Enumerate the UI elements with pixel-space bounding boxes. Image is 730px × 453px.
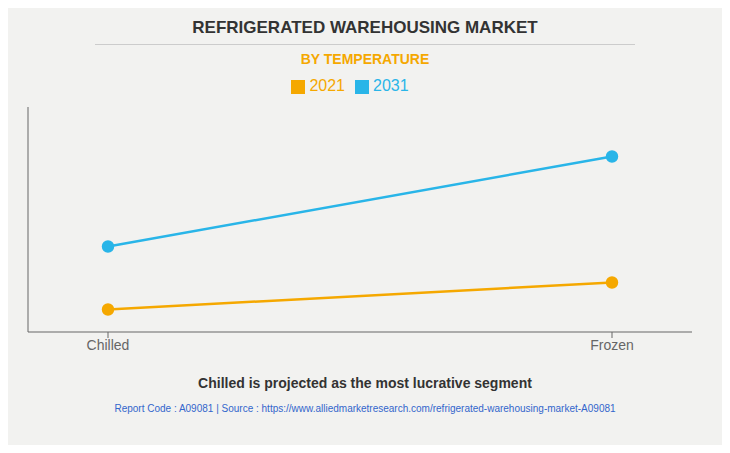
html-text:2021: 2021 — [309, 77, 345, 94]
svg-text:Frozen: Frozen — [590, 337, 634, 353]
html-text:2031: 2031 — [373, 77, 409, 94]
svg-text:Chilled: Chilled — [87, 337, 130, 353]
html-text:Chilled is projected as the mo: Chilled is projected as the most lucrati… — [198, 375, 532, 391]
html-text:BY TEMPERATURE: BY TEMPERATURE — [300, 51, 430, 67]
html-text:REFRIGERATED WAREHOUSING MARKE: REFRIGERATED WAREHOUSING MARKET — [192, 18, 538, 37]
html-text:Report Code : A09081 | Source: Report Code : A09081 | Source : https://… — [114, 403, 616, 414]
